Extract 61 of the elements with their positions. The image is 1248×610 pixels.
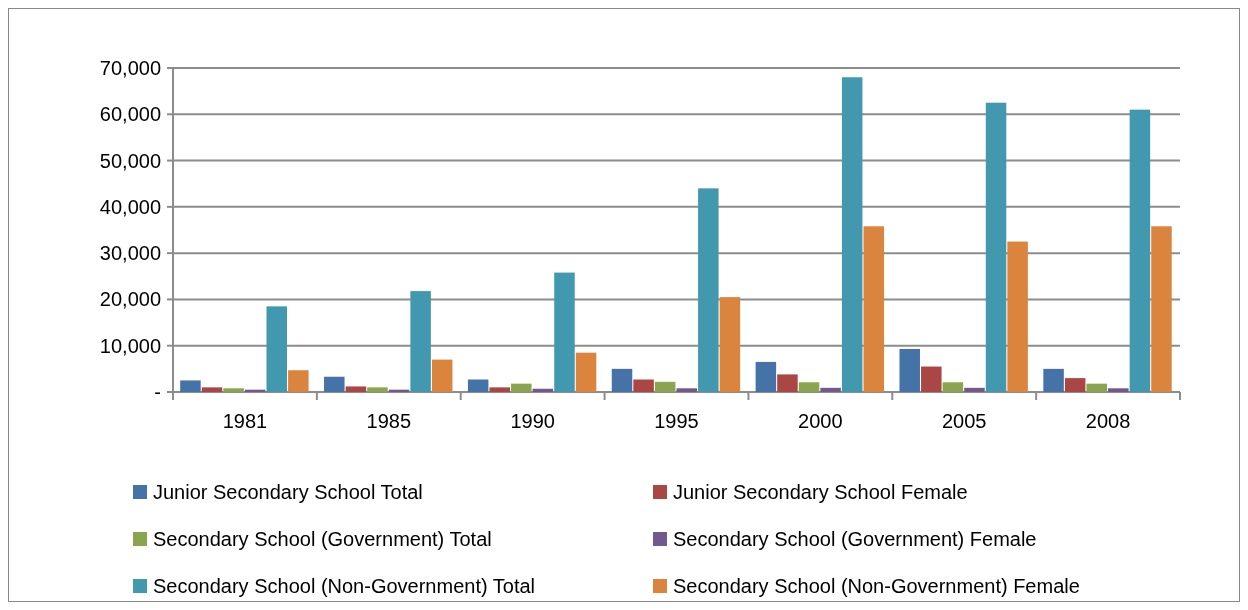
legend-label: Junior Secondary School Female	[673, 481, 968, 503]
legend-label: Secondary School (Government) Total	[153, 528, 492, 550]
bar	[777, 374, 798, 392]
y-tick-label: 40,000	[99, 195, 161, 218]
y-tick-label: 10,000	[99, 334, 161, 357]
x-tick-label: 1990	[510, 410, 555, 432]
legend-label: Junior Secondary School Total	[153, 481, 423, 503]
x-tick-label: 1995	[654, 410, 699, 432]
bar	[575, 352, 597, 392]
y-tick-label: 50,000	[99, 149, 161, 172]
bar	[511, 383, 532, 392]
y-tick-label: 30,000	[99, 242, 161, 265]
bar	[180, 380, 201, 392]
bar	[1064, 378, 1086, 392]
bar	[964, 387, 985, 392]
bar	[554, 272, 575, 392]
bar	[863, 226, 885, 392]
bar	[611, 368, 633, 392]
y-tick-label: 20,000	[99, 288, 161, 311]
bar	[755, 361, 777, 392]
bar	[820, 387, 841, 392]
x-tick-label: 1985	[366, 410, 412, 432]
bar	[1007, 241, 1028, 392]
bar	[1151, 226, 1172, 392]
bar	[532, 388, 554, 392]
bar	[201, 387, 223, 392]
legend-label: Secondary School (Non-Government) Total	[153, 575, 536, 597]
legend-label: Secondary School (Non-Government) Female	[673, 575, 1080, 597]
x-tick-label: 2008	[1085, 410, 1131, 432]
x-tick-label: 1981	[222, 410, 268, 432]
bar	[223, 388, 244, 392]
bar	[921, 366, 942, 392]
x-tick-label: 2000	[798, 410, 843, 432]
legend-label: Secondary School (Government) Female	[673, 528, 1037, 550]
bar	[798, 382, 820, 392]
bar	[345, 386, 367, 392]
y-tick-label: 70,000	[99, 57, 161, 79]
bar	[1108, 388, 1129, 392]
bar	[410, 291, 431, 392]
bar	[841, 77, 863, 392]
bar	[698, 188, 719, 392]
y-tick-label: -	[154, 381, 161, 403]
bar	[489, 387, 510, 392]
bar	[266, 306, 288, 392]
bar	[288, 370, 309, 392]
bar	[467, 379, 489, 392]
y-tick-label: 60,000	[99, 103, 161, 126]
bar	[676, 388, 697, 392]
bar	[324, 376, 345, 392]
bar	[1086, 383, 1107, 392]
bar	[431, 359, 453, 392]
bar	[719, 297, 741, 392]
bar	[985, 102, 1007, 392]
x-tick-label: 2005	[941, 410, 987, 432]
bar	[942, 382, 964, 392]
bar	[1129, 109, 1151, 392]
bar	[633, 379, 654, 392]
bar	[899, 348, 920, 392]
bar	[367, 387, 388, 392]
bar	[1043, 368, 1064, 392]
bar	[654, 381, 676, 392]
